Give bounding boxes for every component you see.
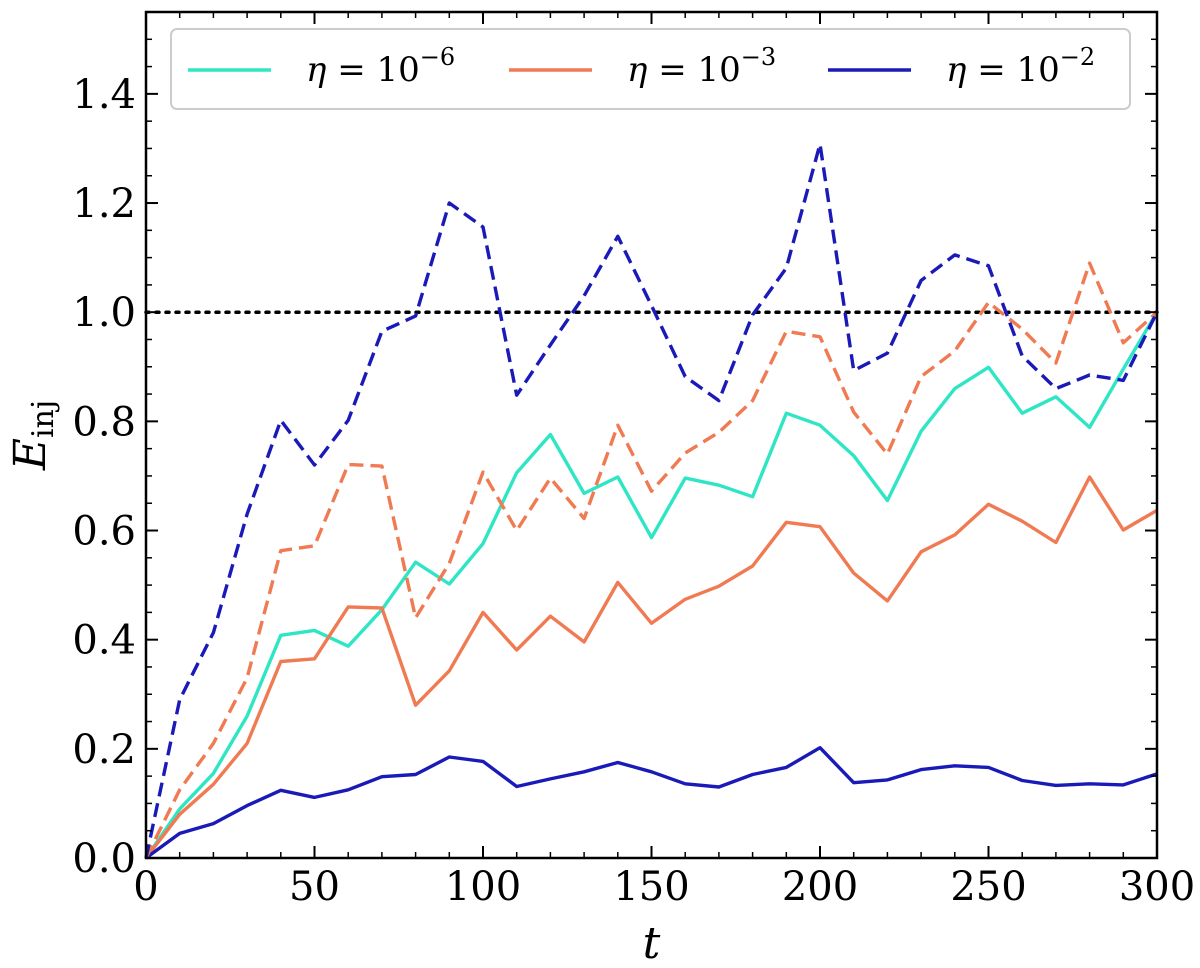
legend-label: η = 10−3	[627, 43, 776, 90]
legend-equals: = 10	[977, 50, 1060, 90]
y-tick-label: 1.2	[72, 181, 136, 227]
tick-layer	[145, 12, 1158, 859]
legend-equals: = 10	[337, 50, 420, 90]
y-axis-label: Einj	[5, 400, 61, 471]
series-line-dashed-eta-1e-3	[144, 261, 1159, 859]
series-line-solid-eta-1e-3	[144, 475, 1158, 860]
x-tick-label: 150	[613, 864, 689, 910]
legend-symbol: η	[627, 50, 658, 90]
series-line-dashed-eta-1e-2	[144, 142, 1159, 859]
y-axis-label-sub: inj	[26, 400, 61, 438]
y-tick-label: 1.4	[72, 72, 136, 118]
legend-label: η = 10−2	[946, 43, 1095, 90]
legend-exponent: −3	[741, 43, 776, 71]
series-line-solid-eta-1e-2	[144, 746, 1158, 860]
plot-frame	[144, 10, 1159, 860]
legend-equals: = 10	[658, 50, 741, 90]
legend-symbol: η	[946, 50, 977, 90]
x-tick-label: 250	[950, 864, 1026, 910]
legend-box	[170, 28, 1131, 110]
y-tick-label: 0.4	[72, 618, 136, 664]
x-tick-label: 300	[1119, 864, 1195, 910]
x-axis-label: t	[643, 918, 661, 968]
x-tick-label: 0	[133, 864, 158, 910]
y-tick-label: 0.0	[72, 836, 136, 882]
legend-label: η = 10−6	[306, 43, 455, 90]
legend-exponent: −2	[1060, 43, 1095, 71]
legend-symbol: η	[306, 50, 337, 90]
tick-label-layer: 0 50 100 150 200 250 300 0.0 0.2 0.4 0.6 0.8 1.0 1.2 1…	[72, 72, 1195, 910]
x-tick-label: 50	[289, 864, 340, 910]
y-tick-label: 1.0	[72, 290, 136, 336]
y-axis-label-main: E	[5, 438, 56, 471]
series-line-solid-eta-1e-6	[144, 311, 1159, 859]
y-tick-label: 0.2	[72, 727, 136, 773]
legend-exponent: −6	[420, 43, 455, 71]
x-tick-label: 200	[782, 864, 858, 910]
legend: η = 10−6 η = 10−3 η = 10−2	[170, 28, 1131, 110]
y-tick-label: 0.8	[72, 399, 136, 445]
x-tick-label: 100	[445, 864, 521, 910]
y-tick-label: 0.6	[72, 509, 136, 555]
series-layer	[144, 142, 1159, 860]
